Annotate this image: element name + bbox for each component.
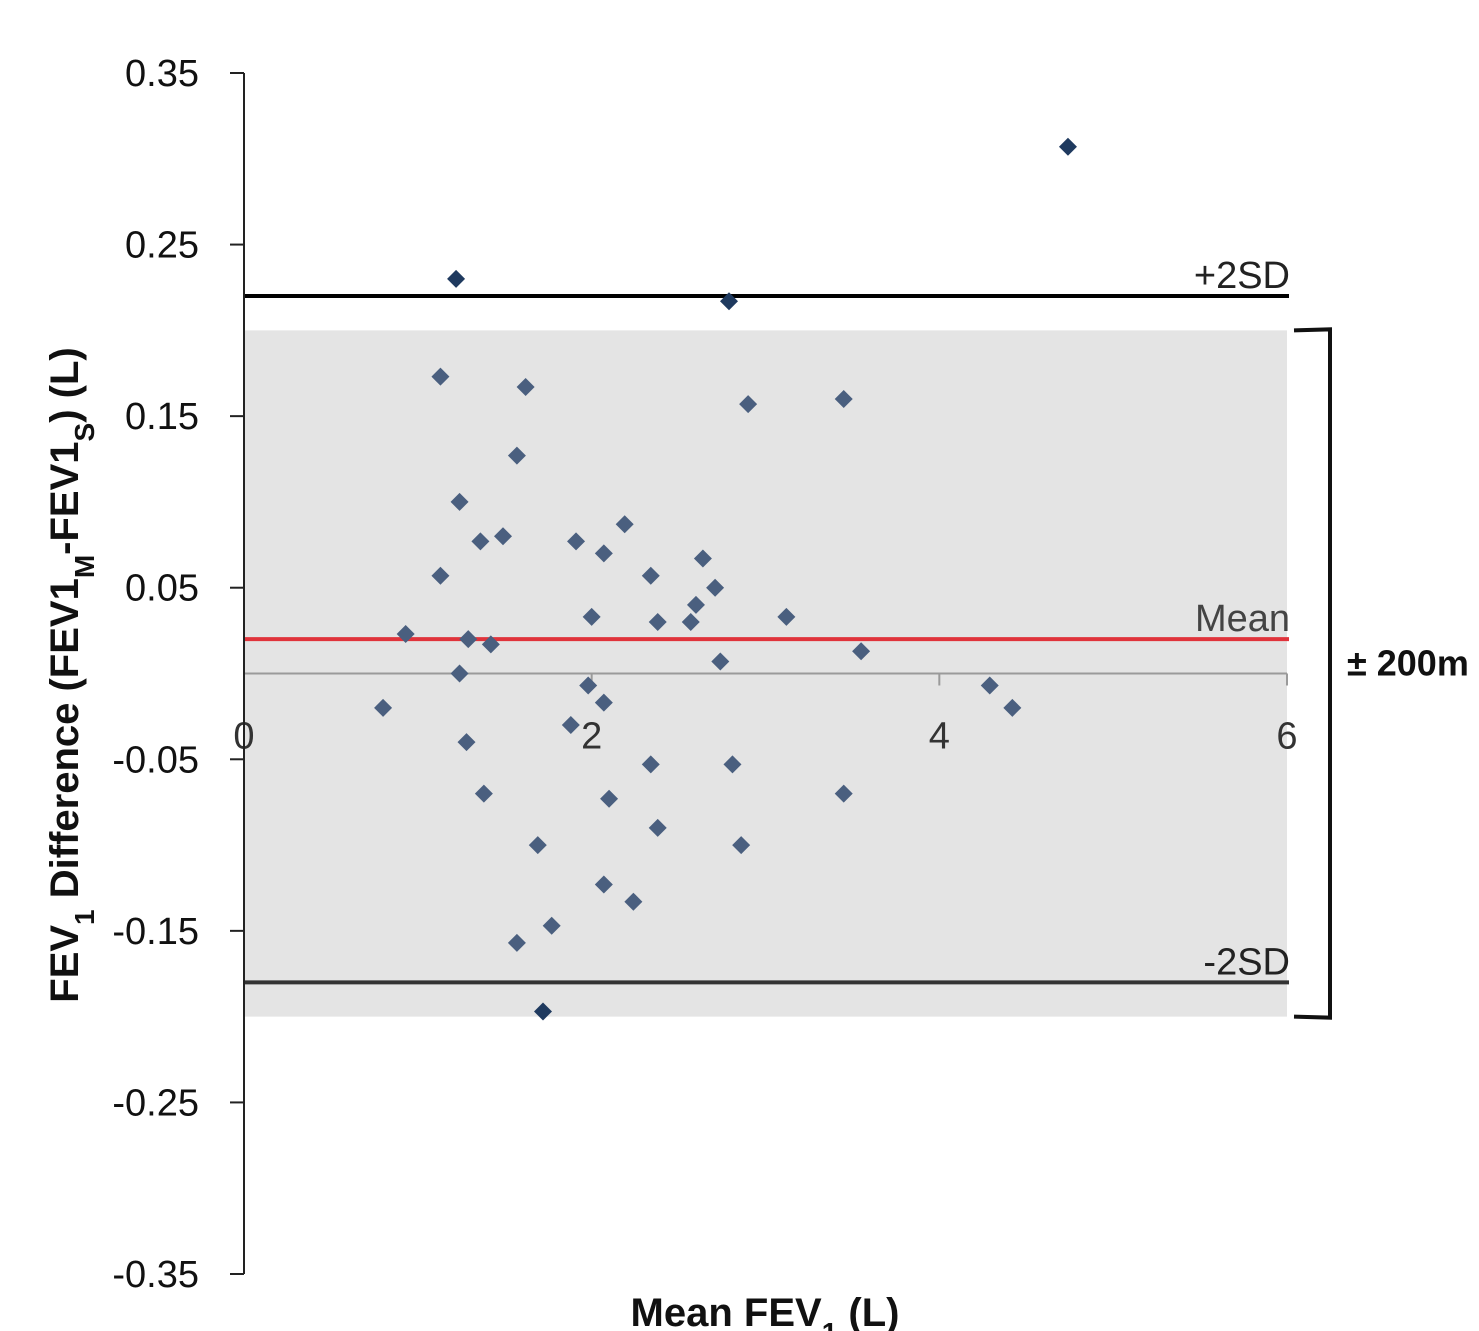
data-point [641, 566, 660, 585]
data-point [471, 532, 490, 551]
data-point [431, 566, 450, 585]
reference-lines: +2SD Mean -2SD [244, 255, 1290, 985]
x-tick-label: 2 [581, 716, 602, 758]
data-point [600, 789, 619, 808]
data-point [447, 269, 466, 288]
upper-limit-label: +2SD [1194, 255, 1290, 297]
y-tick-label: -0.15 [112, 911, 199, 953]
y-tick-label: 0.15 [125, 396, 199, 438]
data-point [481, 635, 500, 654]
y-tick-label: 0.05 [125, 568, 199, 610]
data-point [648, 818, 667, 837]
data-point [594, 875, 613, 894]
data-point [706, 578, 725, 597]
data-point [732, 836, 751, 855]
y-tick-label: -0.05 [112, 739, 199, 781]
data-point [739, 395, 758, 414]
data-point [516, 377, 535, 396]
y-tick-label: 0.35 [125, 53, 199, 95]
y-tick-label: 0.25 [125, 225, 199, 267]
data-point [594, 544, 613, 563]
data-point [374, 698, 393, 717]
data-point [686, 595, 705, 614]
data-point [507, 933, 526, 952]
data-point [528, 836, 547, 855]
data-point [1058, 137, 1077, 156]
range-bracket: ± 200m [1293, 327, 1469, 1020]
data-point [615, 515, 634, 534]
data-point [852, 642, 871, 661]
data-point [980, 676, 999, 695]
data-point [711, 652, 730, 671]
data-point [494, 527, 513, 546]
data-point [624, 892, 643, 911]
data-point [582, 607, 601, 626]
data-point [693, 549, 712, 568]
data-point [681, 613, 700, 632]
y-tick-label: -0.35 [112, 1254, 199, 1296]
data-point [777, 607, 796, 626]
lower-limit-label: -2SD [1203, 941, 1290, 983]
data-point [834, 389, 853, 408]
data-point [431, 367, 450, 386]
data-point [561, 715, 580, 734]
data-point [542, 916, 561, 935]
x-tick-label: 4 [929, 716, 950, 758]
data-point [533, 1002, 552, 1021]
data-point [723, 755, 742, 774]
data-point [594, 693, 613, 712]
data-points [374, 137, 1077, 1021]
data-point [474, 784, 493, 803]
data-point [579, 676, 598, 695]
data-point [459, 630, 478, 649]
data-point [648, 613, 667, 632]
data-point [457, 733, 476, 752]
data-point [719, 292, 738, 311]
x-tick-label: 6 [1276, 716, 1297, 758]
data-point [450, 664, 469, 683]
y-axis-title: FEV1 Difference (FEV1M-FEV1S) (L) [43, 347, 100, 1002]
x-axis-title: Mean FEV1 (L) [631, 1291, 900, 1331]
data-point [641, 755, 660, 774]
data-point [1003, 698, 1022, 717]
y-axis: 0.35 0.25 0.15 0.05 -0.05 -0.15 -0.25 -0.35 [112, 53, 245, 1296]
data-point [834, 784, 853, 803]
data-point [450, 492, 469, 511]
y-tick-label: -0.25 [112, 1082, 199, 1124]
data-point [507, 446, 526, 465]
data-point [396, 625, 415, 644]
data-point [567, 532, 586, 551]
mean-label: Mean [1195, 598, 1290, 640]
bracket-path [1293, 327, 1332, 1020]
band-label: ± 200m [1347, 643, 1469, 684]
